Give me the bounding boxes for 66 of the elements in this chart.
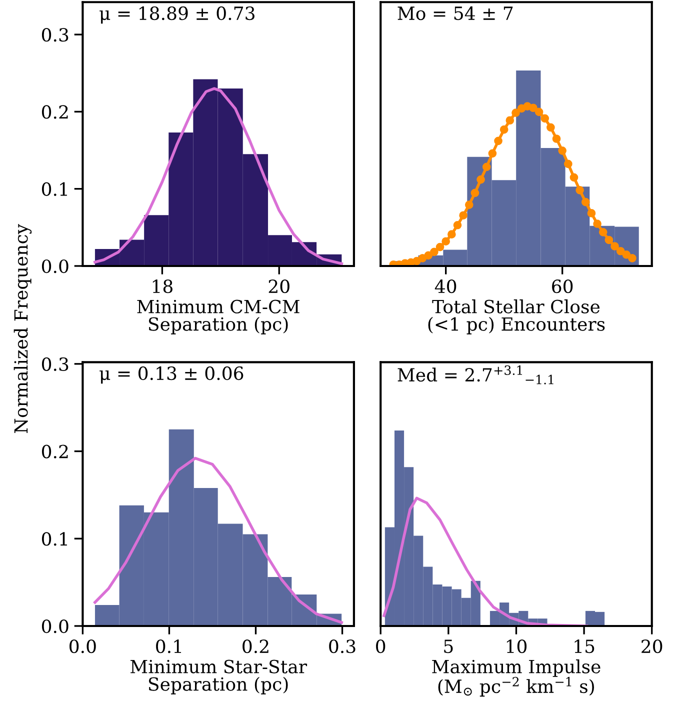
point	[622, 250, 631, 259]
point	[459, 211, 468, 220]
y-tick-label: 0.3	[42, 28, 68, 42]
point	[610, 242, 619, 250]
y-tick-label: 0.3	[42, 357, 68, 372]
point	[540, 114, 550, 123]
x-axis-title: Total Stellar Close (<1 pc) Encounters	[428, 299, 605, 334]
x-tick-label: 20	[642, 639, 662, 654]
point	[464, 200, 474, 209]
point	[436, 242, 444, 252]
point	[604, 236, 614, 244]
point	[412, 256, 421, 266]
x-axis-title: Maximum Impulse (M$_{⊙}$ pc$^{−2}$ km$^{−1}$ s)	[432, 659, 600, 697]
x-tick-label: 20	[268, 279, 290, 294]
point	[598, 228, 608, 236]
point	[581, 198, 590, 206]
point	[430, 248, 438, 256]
x-tick-label: 0.1	[156, 639, 182, 654]
x-axis-title: Minimum Star-Star Separation (pc)	[130, 660, 308, 694]
x-axis-title: Minimum CM-CM Separation (pc)	[137, 300, 300, 334]
text: Mo = 54 ± 7	[398, 6, 513, 20]
point	[576, 186, 584, 194]
y-tick-label: 0.2	[42, 444, 68, 458]
x-tick-label: 0.2	[242, 639, 268, 654]
point	[558, 146, 567, 155]
line-series	[94, 87, 344, 266]
point	[546, 123, 555, 132]
x-tick-label: 0	[376, 639, 386, 654]
y-tick-label: 0.0	[42, 259, 68, 274]
annotation: μ = 18.89 ± 0.73	[100, 6, 254, 24]
annotation: μ = 0.13 ± 0.06	[100, 366, 244, 384]
point	[570, 173, 578, 182]
point	[442, 237, 450, 246]
x-tick-label: 60	[552, 279, 573, 294]
point	[552, 134, 561, 143]
point	[587, 209, 596, 218]
point	[616, 246, 625, 256]
point	[494, 136, 502, 146]
point	[564, 160, 572, 168]
x-tick-label: 5	[444, 640, 453, 654]
point	[476, 175, 485, 184]
x-tick-label: 0.3	[329, 639, 356, 654]
y-tick-label: 0.1	[42, 532, 67, 546]
point	[488, 149, 497, 158]
point	[500, 125, 508, 134]
point	[628, 254, 636, 262]
x-tick-label: 18	[152, 279, 172, 294]
y-tick-label: 0.0	[42, 619, 68, 634]
y-axis-title: Normalized Frequency	[14, 224, 32, 433]
y-tick-label: 0.1	[42, 182, 67, 196]
point	[453, 220, 462, 230]
point	[529, 104, 538, 112]
x-tick-label: 0.0	[70, 639, 96, 654]
text: Med = 2.7$^{+3.1}$$_{−1.1}$	[398, 365, 554, 384]
point	[593, 220, 602, 228]
point	[447, 230, 456, 238]
x-tick-label: 15	[574, 639, 594, 654]
point	[506, 116, 514, 125]
point	[512, 108, 520, 117]
point	[534, 108, 544, 116]
point	[470, 188, 480, 198]
y-tick-label: 0.2	[42, 105, 68, 119]
x-tick-label: 10	[506, 639, 527, 654]
line-series	[94, 456, 343, 624]
x-tick-label: 40	[434, 279, 456, 294]
point	[482, 162, 491, 172]
